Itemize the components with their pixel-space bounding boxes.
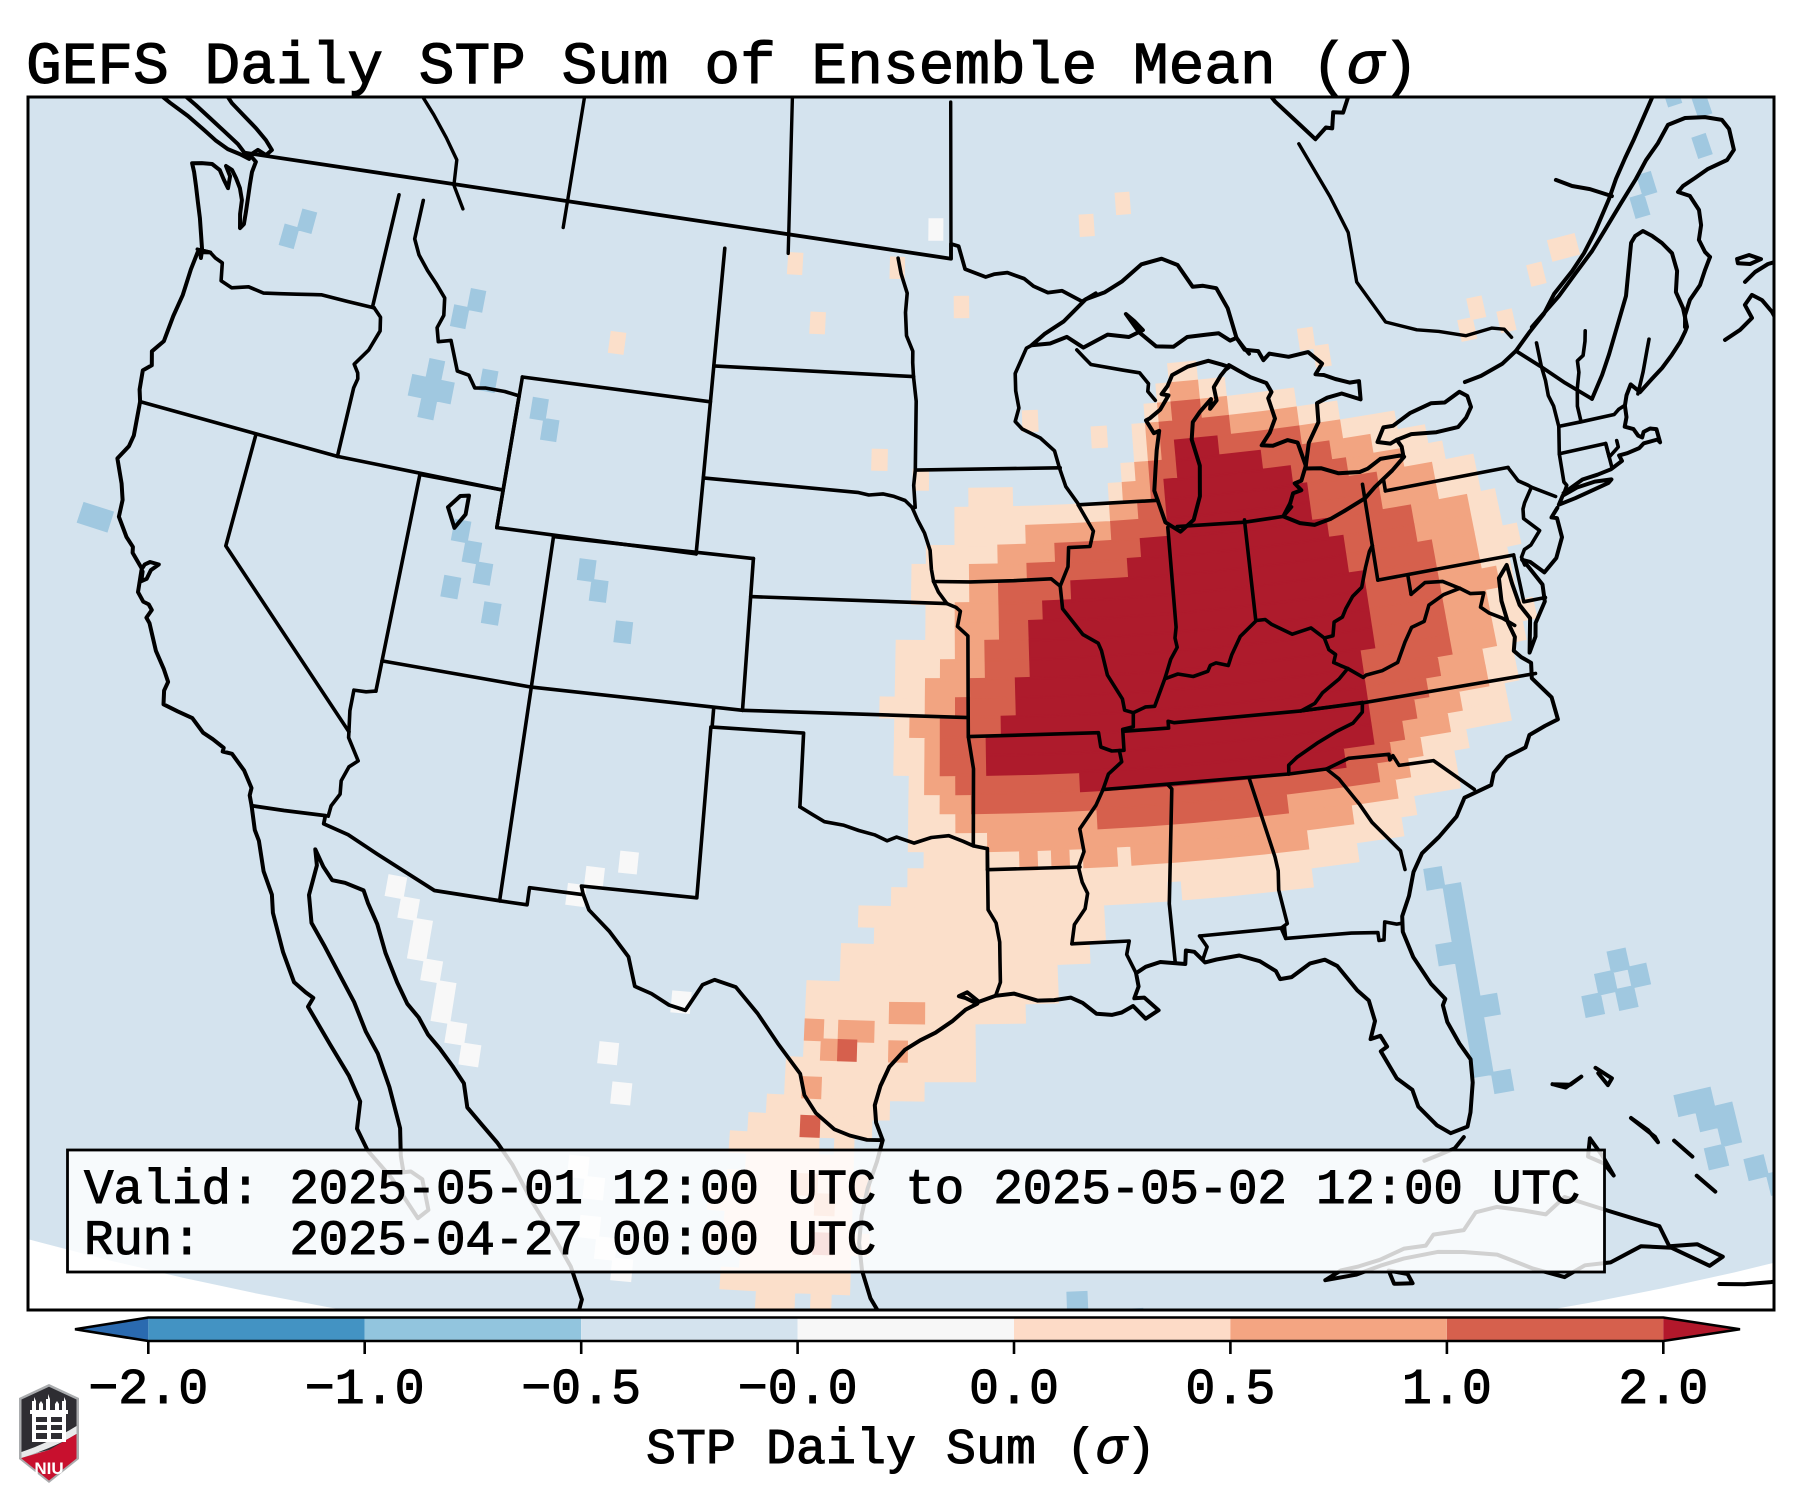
svg-text:−0.0: −0.0 (738, 1362, 858, 1419)
svg-text:NIU: NIU (34, 1459, 63, 1478)
svg-text:1.0: 1.0 (1402, 1362, 1492, 1419)
svg-text:GEFS Daily STP Sum of Ensemble: GEFS Daily STP Sum of Ensemble Mean (σ) (26, 33, 1419, 101)
svg-text:−2.0: −2.0 (88, 1362, 208, 1419)
svg-text:−0.5: −0.5 (521, 1362, 641, 1419)
svg-text:0.5: 0.5 (1185, 1362, 1275, 1419)
svg-text:Valid: 2025-05-01 12:00 UTC to: Valid: 2025-05-01 12:00 UTC to 2025-05-0… (84, 1162, 1580, 1218)
svg-text:STP Daily Sum (σ): STP Daily Sum (σ) (646, 1422, 1156, 1479)
svg-text:Run: 2025-04-27 00:00 UTC: Run: 2025-04-27 00:00 UTC (84, 1213, 876, 1269)
svg-text:2.0: 2.0 (1618, 1362, 1708, 1419)
svg-text:−1.0: −1.0 (305, 1362, 425, 1419)
svg-text:0.0: 0.0 (969, 1362, 1059, 1419)
